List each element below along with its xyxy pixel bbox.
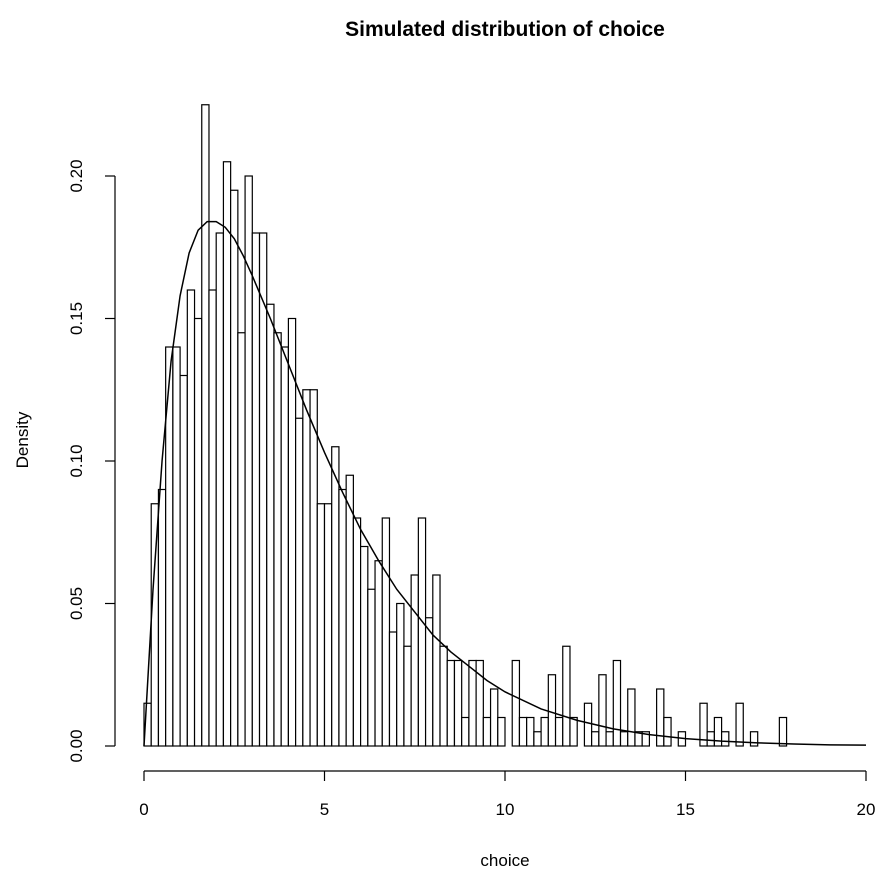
histogram-bar [302, 389, 311, 747]
histogram-bar [237, 332, 246, 747]
histogram-bar [410, 574, 419, 747]
histogram-bar [360, 545, 369, 747]
histogram-bar [251, 232, 261, 747]
y-axis: 0.00 0.05 0.10 0.15 0.20 [67, 159, 116, 763]
histogram-bar [352, 517, 362, 747]
x-tick-label: 5 [320, 800, 329, 819]
histogram-bar [215, 232, 225, 747]
histogram-bar [258, 232, 268, 747]
histogram-bar [641, 731, 650, 747]
histogram-bar [150, 503, 160, 747]
histogram-bar [338, 488, 347, 747]
histogram-bar [157, 488, 167, 747]
histogram-bar [186, 289, 196, 747]
histogram-bar [475, 659, 484, 747]
histogram-bar [446, 659, 456, 747]
x-tick-label: 10 [496, 800, 515, 819]
histogram-bar [367, 588, 376, 747]
density-curve [143, 220, 867, 747]
histogram-bar [403, 645, 412, 747]
y-tick-label: 0.05 [67, 587, 86, 620]
histogram-bar [432, 574, 441, 747]
histogram-bar [540, 716, 549, 747]
histogram-bar [720, 731, 730, 747]
histogram-bar [309, 389, 318, 747]
histogram-bar [266, 303, 275, 747]
histogram-bar [222, 161, 232, 747]
histogram-bar [193, 317, 203, 747]
histogram-bar [706, 731, 715, 747]
histogram-bar [230, 189, 239, 747]
histogram-bar [489, 688, 499, 747]
histogram-bar [280, 346, 289, 747]
histogram-bar [554, 716, 564, 747]
histogram-bar [569, 716, 578, 747]
histogram-bar [778, 716, 788, 747]
histogram-bar [598, 674, 607, 747]
histogram-bar [439, 645, 448, 747]
histogram-bar [388, 631, 398, 747]
histogram-bar [287, 317, 297, 747]
y-tick-label: 0.20 [67, 159, 86, 192]
histogram-bar [381, 517, 391, 747]
y-tick-label: 0.00 [67, 729, 86, 762]
x-axis: 0 5 10 15 20 [139, 770, 876, 819]
histogram-bar [374, 560, 383, 747]
histogram-bar [591, 731, 600, 747]
histogram-bar [482, 716, 492, 747]
x-tick-label: 0 [139, 800, 148, 819]
histogram-bar [201, 104, 210, 747]
histogram-bar [172, 346, 181, 747]
chart-title: Simulated distribution of choice [345, 18, 665, 41]
histogram-bar [699, 702, 708, 747]
histogram-bar [295, 417, 304, 747]
histogram-bar [663, 716, 672, 747]
histogram-bar [583, 702, 593, 747]
histogram-bar [417, 517, 427, 747]
histogram-bar [511, 659, 521, 747]
x-axis-label: choice [480, 851, 529, 870]
histogram-bar [345, 474, 354, 747]
histogram-bar [468, 659, 477, 747]
histogram-bar [396, 602, 405, 747]
histogram-bar [316, 503, 326, 747]
histogram-bar [526, 716, 535, 747]
density-curve-layer [143, 220, 867, 747]
histogram-bar [453, 659, 463, 747]
y-axis-label: Density [13, 411, 32, 468]
histogram-bar [424, 617, 434, 747]
histogram-bar [208, 289, 217, 747]
y-tick-label: 0.15 [67, 302, 86, 335]
histogram-bar [547, 674, 557, 747]
histogram-bar [656, 688, 665, 747]
histogram-bar [323, 503, 333, 747]
histogram-bar [735, 702, 744, 747]
x-tick-label: 15 [676, 800, 695, 819]
histogram-bars [143, 104, 788, 747]
histogram-bar [497, 716, 506, 747]
histogram-bar [533, 731, 542, 747]
histogram-bar [273, 332, 282, 747]
histogram-bar [619, 731, 629, 747]
histogram-bar [461, 716, 470, 747]
histogram-bar [562, 645, 571, 747]
histogram-bar [612, 659, 622, 747]
x-tick-label: 20 [857, 800, 876, 819]
histogram-bar [627, 688, 636, 747]
histogram-bar [749, 731, 759, 747]
histogram-bar [331, 446, 340, 747]
histogram-bar [518, 716, 528, 747]
histogram-bar [179, 374, 188, 747]
y-tick-label: 0.10 [67, 444, 86, 477]
histogram-bar [605, 731, 614, 747]
